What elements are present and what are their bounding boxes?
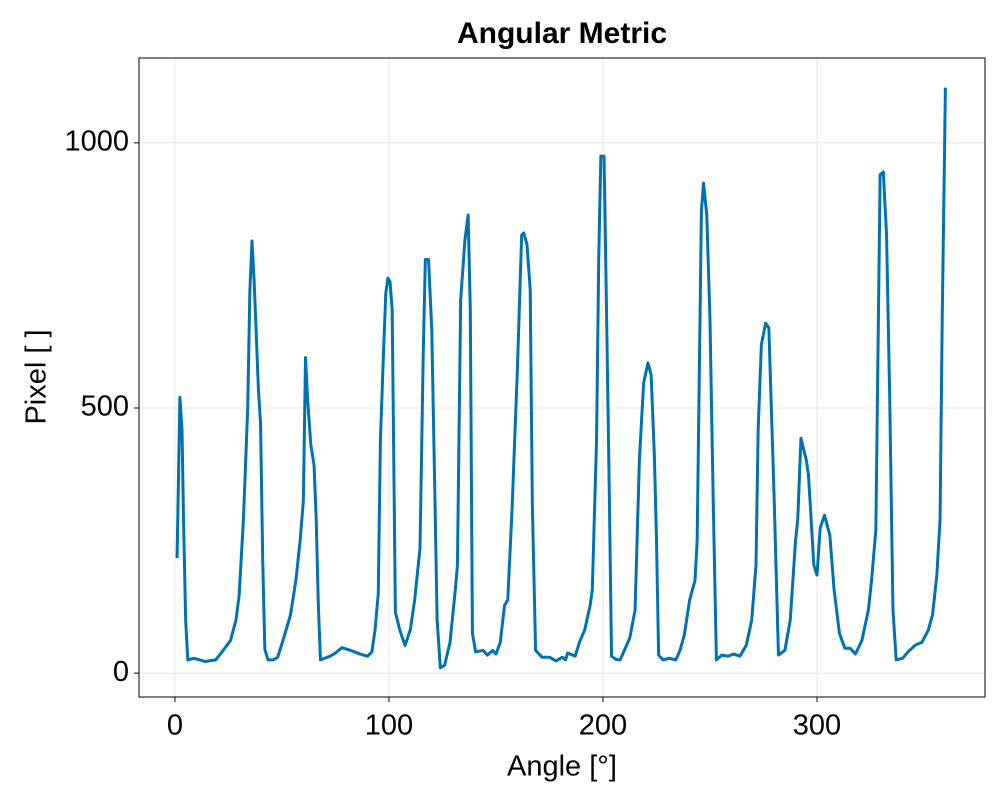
x-tick-label: 200 xyxy=(579,710,627,742)
y-axis-label: Pixel [ ] xyxy=(21,329,53,424)
plot-frame xyxy=(138,57,986,698)
chart-title: Angular Metric xyxy=(457,17,667,50)
x-tick-label: 0 xyxy=(167,710,183,742)
x-tick-label: 300 xyxy=(793,710,841,742)
x-axis-label: Angle [°] xyxy=(507,751,617,783)
y-tick-label: 500 xyxy=(81,391,129,423)
line xyxy=(175,87,947,670)
y-tick-label: 1000 xyxy=(64,126,129,158)
x-tick-label: 100 xyxy=(365,710,413,742)
y-tick-label: 0 xyxy=(113,656,129,688)
